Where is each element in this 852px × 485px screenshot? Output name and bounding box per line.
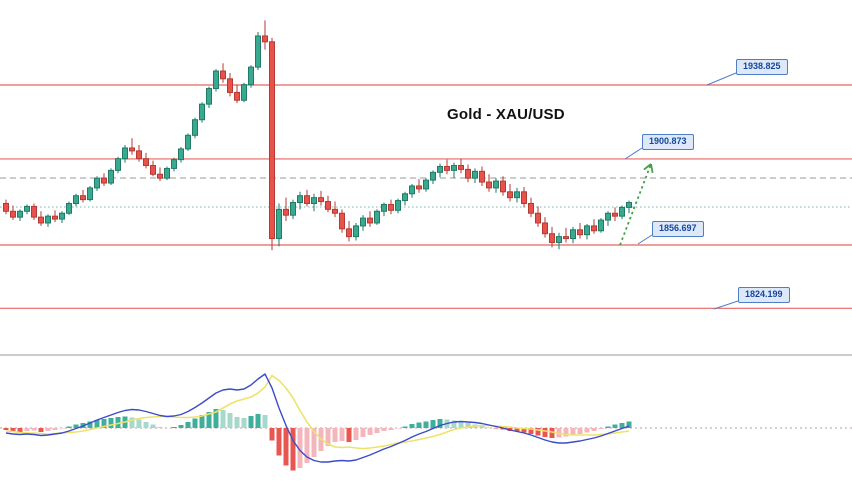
price-callout-1824[interactable]: 1824.199 xyxy=(738,287,790,303)
price-callout-1856[interactable]: 1856.697 xyxy=(652,221,704,237)
price-callout-1938[interactable]: 1938.825 xyxy=(736,59,788,75)
price-callout-1900[interactable]: 1900.873 xyxy=(642,134,694,150)
chart-title: Gold - XAU/USD xyxy=(447,106,565,123)
